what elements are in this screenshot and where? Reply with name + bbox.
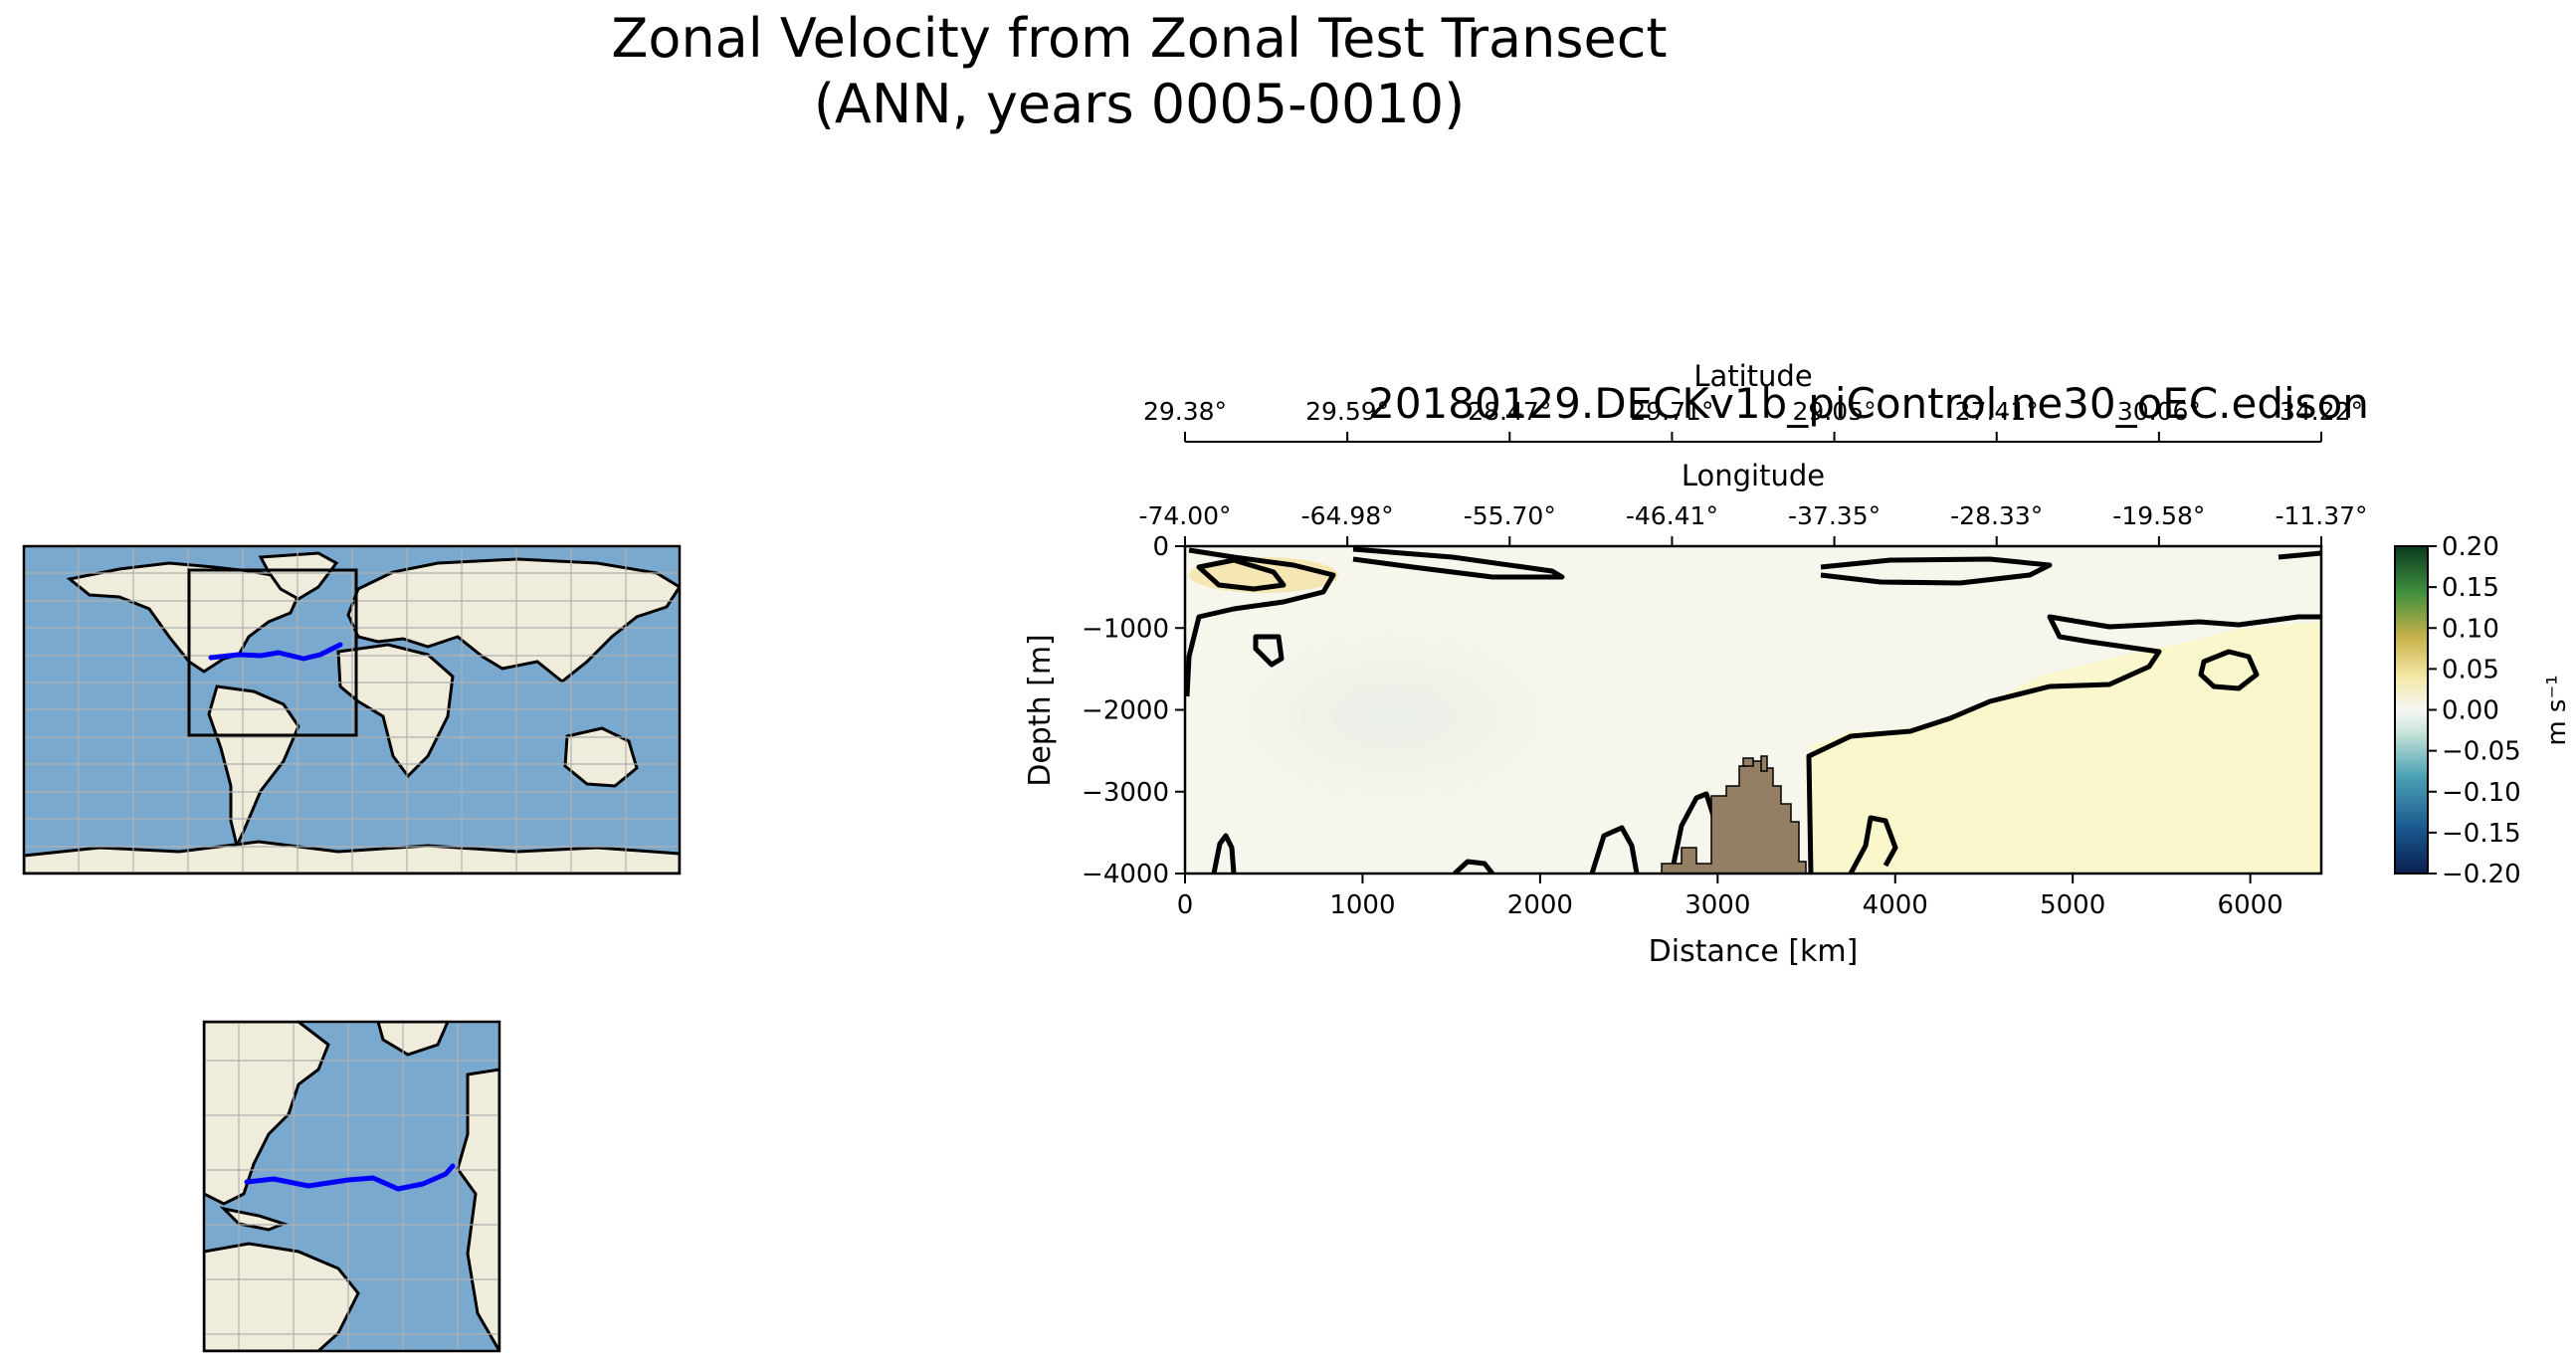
contour-east-right-surface	[2278, 550, 2321, 560]
contour-surface-mid	[1352, 546, 1565, 580]
x-axis-label: Distance [km]	[1649, 934, 1859, 969]
latitude-tick-label: 29.59°	[1305, 397, 1389, 426]
contour-surface-east	[1820, 556, 2053, 586]
eurasia-land	[346, 557, 680, 683]
section-axis-ticks: 0 1000 2000 3000 4000 5000 6000 0 −1000 −2000 −300…	[1082, 397, 2368, 920]
regional-south-america-land	[204, 1242, 360, 1351]
global-gridlines	[24, 546, 680, 874]
regional-map	[202, 1020, 501, 1353]
colorbar-ticks: 0.20 0.15 0.10 0.05 0.00 −0.05 −0.10 −0.15 −0.20	[2428, 532, 2521, 889]
contour-surface-west	[1185, 547, 1336, 697]
latitude-axis-label: Latitude	[1693, 359, 1812, 393]
latitude-tick-label: 28.47°	[1468, 397, 1551, 426]
colorbar-tick-label: 0.15	[2442, 573, 2499, 603]
seafloor-spike-1	[1742, 757, 1754, 767]
x-tick-label: 3000	[1684, 890, 1750, 920]
colorbar-tick-label: −0.15	[2442, 819, 2521, 849]
colorbar-tick-label: −0.10	[2442, 778, 2521, 808]
south-america-land	[207, 684, 300, 851]
longitude-tick-label: -55.70°	[1464, 501, 1556, 530]
colorbar-label: m s⁻¹	[2542, 675, 2572, 745]
y-tick-label: −2000	[1082, 696, 1169, 726]
colorbar-gradient	[2394, 545, 2429, 875]
longitude-tick-label: -11.37°	[2275, 501, 2367, 530]
longitude-axis-label: Longitude	[1682, 459, 1825, 492]
longitude-tick-label: -19.58°	[2112, 501, 2205, 530]
x-tick-label: 1000	[1329, 890, 1395, 920]
negative-velocity-patch	[1185, 577, 1652, 856]
colorbar: 0.20 0.15 0.10 0.05 0.00 −0.05 −0.10 −0.15 −0.20…	[2394, 532, 2572, 889]
latitude-tick-label: 30.06°	[2117, 397, 2201, 426]
figure-suptitle: Zonal Velocity from Zonal Test Transect …	[0, 6, 2279, 137]
regional-africa-europe-land	[456, 1068, 499, 1351]
transect-section: 0 1000 2000 3000 4000 5000 6000 0 −1000 −2000 −300…	[1023, 359, 2369, 969]
contour-deep-mid	[1453, 859, 1494, 874]
colorbar-tick-label: 0.05	[2442, 655, 2499, 684]
run-name-title: 20180129.DECKv1b_piControl.ne30_oEC.edis…	[1368, 379, 2369, 428]
latitude-tick-label: 34.22°	[2279, 397, 2363, 426]
longitude-tick-label: -64.98°	[1301, 501, 1394, 530]
global-continents	[24, 551, 680, 874]
inset-region-box	[187, 568, 358, 737]
contour-ridge-west	[1669, 791, 1716, 874]
colorbar-tick-label: −0.05	[2442, 737, 2521, 767]
x-tick-label: 6000	[2218, 890, 2283, 920]
y-axis-label: Depth [m]	[1023, 634, 1058, 787]
contour-deep-right	[1848, 815, 1898, 874]
greenland-land	[258, 551, 339, 601]
x-tick-label: 2000	[1507, 890, 1573, 920]
seafloor-spike-2	[1760, 755, 1768, 772]
regional-gridlines	[204, 1022, 499, 1351]
y-tick-label: −1000	[1082, 614, 1169, 644]
longitude-tick-label: -46.41°	[1626, 501, 1718, 530]
positive-velocity-region	[1811, 622, 2321, 874]
x-tick-label: 4000	[1863, 890, 1928, 920]
regional-continents	[204, 1022, 499, 1351]
contour-east-boundary	[1806, 614, 2321, 874]
colorbar-tick-label: 0.00	[2442, 696, 2499, 726]
longitude-tick-label: -28.33°	[1950, 501, 2043, 530]
longitude-tick-label: -37.35°	[1788, 501, 1881, 530]
y-tick-label: −3000	[1082, 778, 1169, 808]
regional-transect-line	[244, 1163, 456, 1192]
longitude-tick-label: -74.00°	[1138, 501, 1231, 530]
x-tick-label: 5000	[2040, 890, 2105, 920]
global-transect-line	[208, 642, 343, 662]
latitude-tick-label: 29.71°	[1630, 397, 1713, 426]
north-america-land	[66, 561, 300, 674]
latitude-tick-label: 29.38°	[1143, 397, 1227, 426]
regional-map-frame	[202, 1020, 501, 1353]
zero-contours	[1185, 546, 2321, 874]
regional-greenland-land	[376, 1022, 450, 1057]
colorbar-tick-label: 0.10	[2442, 614, 2499, 644]
latitude-tick-label: 29.05°	[1793, 397, 1877, 426]
colorbar-tick-label: −0.20	[2442, 860, 2521, 889]
global-map	[22, 544, 682, 876]
y-tick-label: −4000	[1082, 860, 1169, 889]
contour-east-loop	[2198, 649, 2260, 691]
latitude-tick-label: 27.41°	[1955, 397, 2039, 426]
global-map-frame	[22, 544, 682, 876]
suptitle-line-1: Zonal Velocity from Zonal Test Transect	[611, 7, 1668, 70]
contour-deep-center	[1589, 825, 1640, 874]
colorbar-tick-label: 0.20	[2442, 532, 2499, 562]
regional-north-america-land	[204, 1022, 330, 1206]
x-tick-label: 0	[1177, 890, 1194, 920]
contour-deep-left	[1211, 833, 1237, 874]
contour-west-loop	[1196, 557, 1287, 592]
contour-small-loop	[1253, 634, 1285, 668]
y-tick-label: 0	[1152, 532, 1169, 562]
suptitle-line-2: (ANN, years 0005-0010)	[813, 73, 1466, 135]
